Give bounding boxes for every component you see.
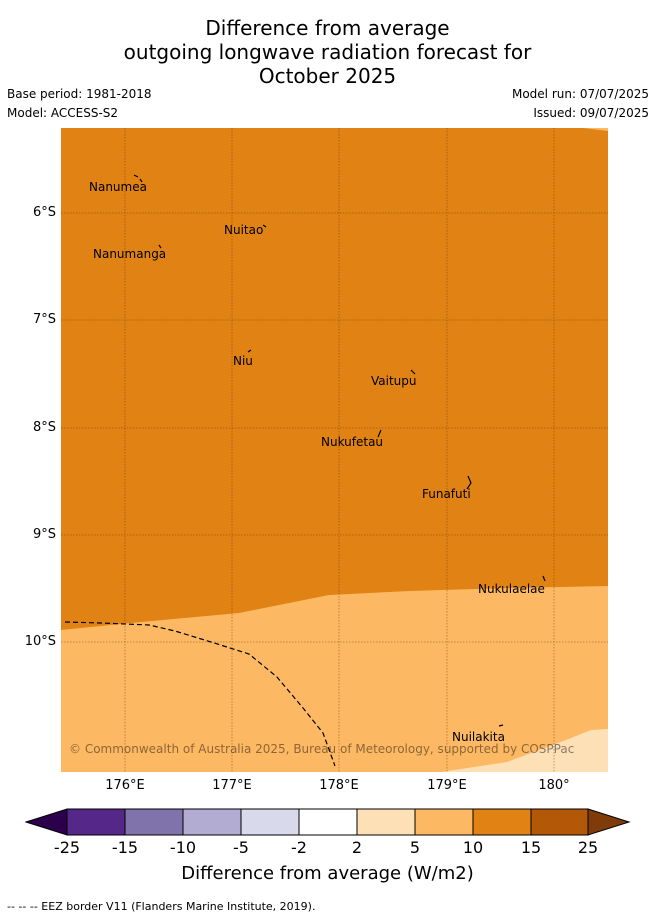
colorbar-segment-3 (183, 809, 241, 835)
island-label-vaitupu: Vaitupu (371, 374, 417, 388)
lat-label-8s: 8°S (32, 420, 56, 435)
colorbar-tick-minus-25: -25 (53, 838, 81, 857)
colorbar-tick-25: 25 (577, 838, 599, 857)
colorbar-over-arrow (587, 808, 631, 836)
anomaly-2-5-region (441, 729, 608, 772)
colorbar-under-arrow (25, 808, 68, 836)
island-outlines (133, 174, 546, 727)
island-label-nanumea: Nanumea (89, 180, 147, 194)
colorbar-tick-5: 5 (409, 838, 421, 857)
lat-label-9s: 9°S (32, 527, 56, 542)
island-label-nuilakita: Nuilakita (452, 730, 505, 744)
colorbar-tick-minus-5: -5 (233, 838, 249, 857)
colorbar-segment-2 (125, 809, 183, 835)
island-label-nuitao: Nuitao (224, 223, 264, 237)
lon-label-176e: 176°E (105, 778, 145, 793)
lon-label-179e: 179°E (427, 778, 467, 793)
colorbar-segment-8 (473, 809, 531, 835)
issued-date-text: Issued: 09/07/2025 (533, 106, 649, 120)
eez-border-line (64, 621, 336, 767)
colorbar-segment-4 (241, 809, 299, 835)
colorbar-segment-6 (357, 809, 415, 835)
colorbar-tick-10: 10 (462, 838, 484, 857)
colorbar-frame (66, 808, 589, 836)
anomaly-5-10-corner (583, 128, 608, 131)
island-label-funafuti: Funafuti (422, 487, 471, 501)
anomaly-5-10-region (61, 586, 608, 772)
lon-label-178e: 178°E (319, 778, 359, 793)
lat-label-6s: 6°S (32, 205, 56, 220)
model-run-text: Model run: 07/07/2025 (511, 87, 649, 101)
colorbar-segment-5 (299, 809, 357, 835)
map-title-line-1: Difference from average (205, 16, 450, 40)
base-period-text: Base period: 1981-2018 (7, 87, 152, 101)
island-label-nukulaelae: Nukulaelae (478, 582, 545, 596)
colorbar-label: Difference from average (W/m2) (181, 863, 474, 884)
copyright-notice: © Commonwealth of Australia 2025, Bureau… (69, 742, 575, 756)
colorbar-tick-minus-10: -10 (169, 838, 197, 857)
map-title-line-3: October 2025 (258, 64, 397, 88)
lon-label-177e: 177°E (212, 778, 252, 793)
colorbar-tick-minus-15: -15 (111, 838, 139, 857)
colorbar-segment-9 (531, 809, 588, 835)
colorbar-tick-15: 15 (520, 838, 542, 857)
colorbar-tick-2: 2 (351, 838, 363, 857)
graticule (61, 128, 608, 772)
map-title-line-2: outgoing longwave radiation forecast for (123, 40, 532, 64)
island-label-nanumanga: Nanumanga (93, 247, 167, 261)
colorbar (25, 808, 631, 836)
lat-label-7s: 7°S (32, 312, 56, 327)
lon-label-180: 180° (538, 778, 570, 793)
island-label-nukufetau: Nukufetau (321, 435, 384, 449)
colorbar-dividers (124, 809, 532, 835)
model-name-text: Model: ACCESS-S2 (7, 106, 119, 120)
colorbar-tick-minus-2: -2 (291, 838, 307, 857)
eez-border-legend: -- -- -- EEZ border V11 (Flanders Marine… (7, 900, 316, 913)
forecast-map (61, 128, 608, 772)
lat-label-10s: 10°S (24, 634, 56, 649)
island-label-niu: Niu (233, 354, 253, 368)
colorbar-segment-1 (67, 809, 125, 835)
colorbar-segment-7 (415, 809, 473, 835)
